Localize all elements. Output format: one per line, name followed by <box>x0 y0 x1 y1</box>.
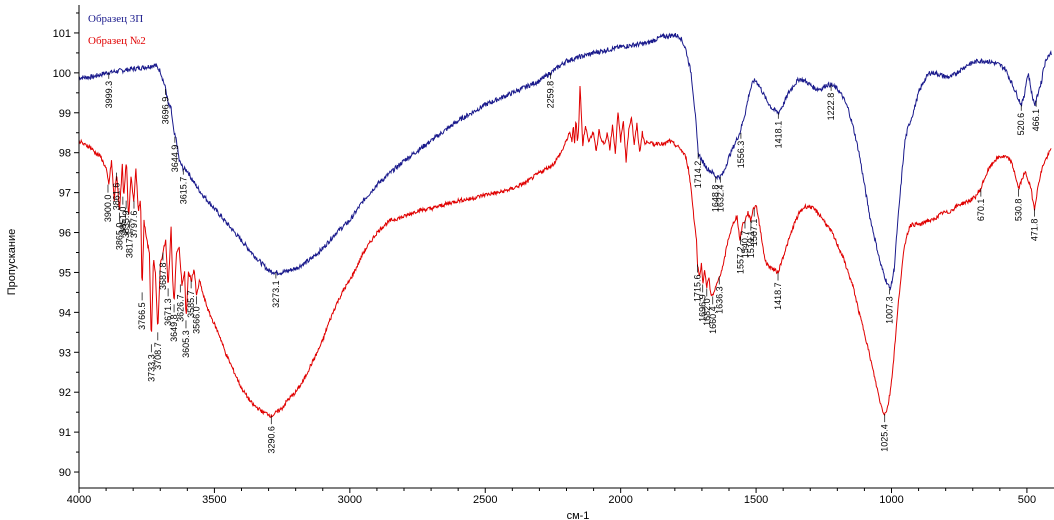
x-tick-label: 2500 <box>473 494 497 506</box>
peak-label: 3797.6 <box>129 211 139 239</box>
peak-label: 1007.3 <box>885 296 895 324</box>
peak-label: 3687.8 <box>158 263 168 291</box>
x-tick-label: 3000 <box>338 494 362 506</box>
x-tick-label: 500 <box>1018 494 1036 506</box>
legend-series-sample-2: Образец №2 <box>88 35 146 47</box>
peak-label: 1025.4 <box>880 424 890 452</box>
peak-label: 3766.5 <box>137 302 147 330</box>
peak-label: 3290.6 <box>266 426 276 454</box>
peak-label: 520.6 <box>1016 113 1026 136</box>
peak-label: 3835.9 <box>121 211 131 239</box>
y-tick-label: 95 <box>59 267 71 279</box>
peak-label: 1696.9 <box>698 294 708 322</box>
legend: Образец 3П Образец №2 <box>88 13 146 47</box>
y-tick-label: 92 <box>59 387 71 399</box>
x-tick-label: 3500 <box>202 494 226 506</box>
series-line-0 <box>78 32 1052 291</box>
y-tick-label: 91 <box>59 427 71 439</box>
peak-label: 3733.3 <box>146 354 156 382</box>
y-tick-label: 94 <box>59 307 71 319</box>
peak-label: 1682.0 <box>702 298 712 326</box>
peak-label: 471.8 <box>1030 219 1040 242</box>
y-axis-title: Пропускание <box>6 229 18 295</box>
y-tick-label: 93 <box>59 347 71 359</box>
peak-label: 1556.3 <box>736 141 746 169</box>
peak-label: 1715.6 <box>693 275 703 303</box>
series-line-1 <box>78 85 1052 419</box>
peak-label: 3605.3 <box>181 330 191 358</box>
peak-label: 670.1 <box>976 199 986 222</box>
peak-label: 466.1 <box>1031 109 1041 132</box>
y-tick-label: 90 <box>59 467 71 479</box>
y-tick-label: 97 <box>59 188 71 200</box>
peak-label: 3851.0 <box>118 207 128 235</box>
peak-label: 1660.4 <box>708 306 718 334</box>
peak-label: 1648.8 <box>711 185 721 213</box>
x-tick-label: 4000 <box>67 494 91 506</box>
peak-label: 1418.7 <box>773 282 783 310</box>
peak-label: 3644.9 <box>170 145 180 173</box>
x-tick-label: 2000 <box>608 494 632 506</box>
y-tick-label: 98 <box>59 148 71 160</box>
peak-label: 3566.0 <box>192 306 202 334</box>
peak-label: 1540.7 <box>740 231 750 259</box>
peak-label: 3999.3 <box>104 81 114 109</box>
peak-label: 1507.1 <box>749 219 759 247</box>
peak-label: 3865.0 <box>115 223 125 251</box>
x-tick-label: 1500 <box>744 494 768 506</box>
peak-annotations: 3999.3 3696.9 3644.9 3615.7 3273.1 2259.8 1714… <box>103 72 1041 454</box>
peak-label: 3585.7 <box>186 290 196 318</box>
peak-label: 3626.7 <box>175 294 185 322</box>
peak-label: 1714.2 <box>693 161 703 189</box>
y-tick-label: 101 <box>53 28 71 40</box>
peak-label: 3708.7 <box>153 342 163 370</box>
x-tick-label: 1000 <box>879 494 903 506</box>
y-tick-label: 100 <box>53 68 71 80</box>
x-axis-title: см-1 <box>567 510 590 520</box>
peak-label: 1632.4 <box>715 185 725 213</box>
peak-label: 3696.9 <box>160 97 170 125</box>
peak-label: 3273.1 <box>271 280 281 308</box>
peak-label: 3671.3 <box>163 298 173 326</box>
peak-label: 3817.1 <box>124 231 134 259</box>
peak-label: 3615.7 <box>178 177 188 205</box>
peak-label: 1222.8 <box>826 93 836 121</box>
peak-label: 1636.3 <box>714 286 724 314</box>
peak-label: 3861.6 <box>112 183 122 211</box>
legend-series-sample-3p: Образец 3П <box>88 13 143 25</box>
y-tick-label: 96 <box>59 228 71 240</box>
peak-label: 3649.8 <box>169 314 179 342</box>
axes: 90 91 92 93 94 95 96 97 98 99 100 101 4000 3500 3000 25… <box>53 5 1054 506</box>
peak-label: 530.8 <box>1014 199 1024 222</box>
peak-label: 2259.8 <box>546 81 556 109</box>
peak-label: 1557.2 <box>736 247 746 275</box>
y-tick-label: 99 <box>59 108 71 120</box>
plot-area <box>78 32 1052 419</box>
peak-label: 1418.1 <box>773 121 783 149</box>
peak-label: 3900.0 <box>103 195 113 223</box>
peak-label: 1519.1 <box>746 231 756 259</box>
